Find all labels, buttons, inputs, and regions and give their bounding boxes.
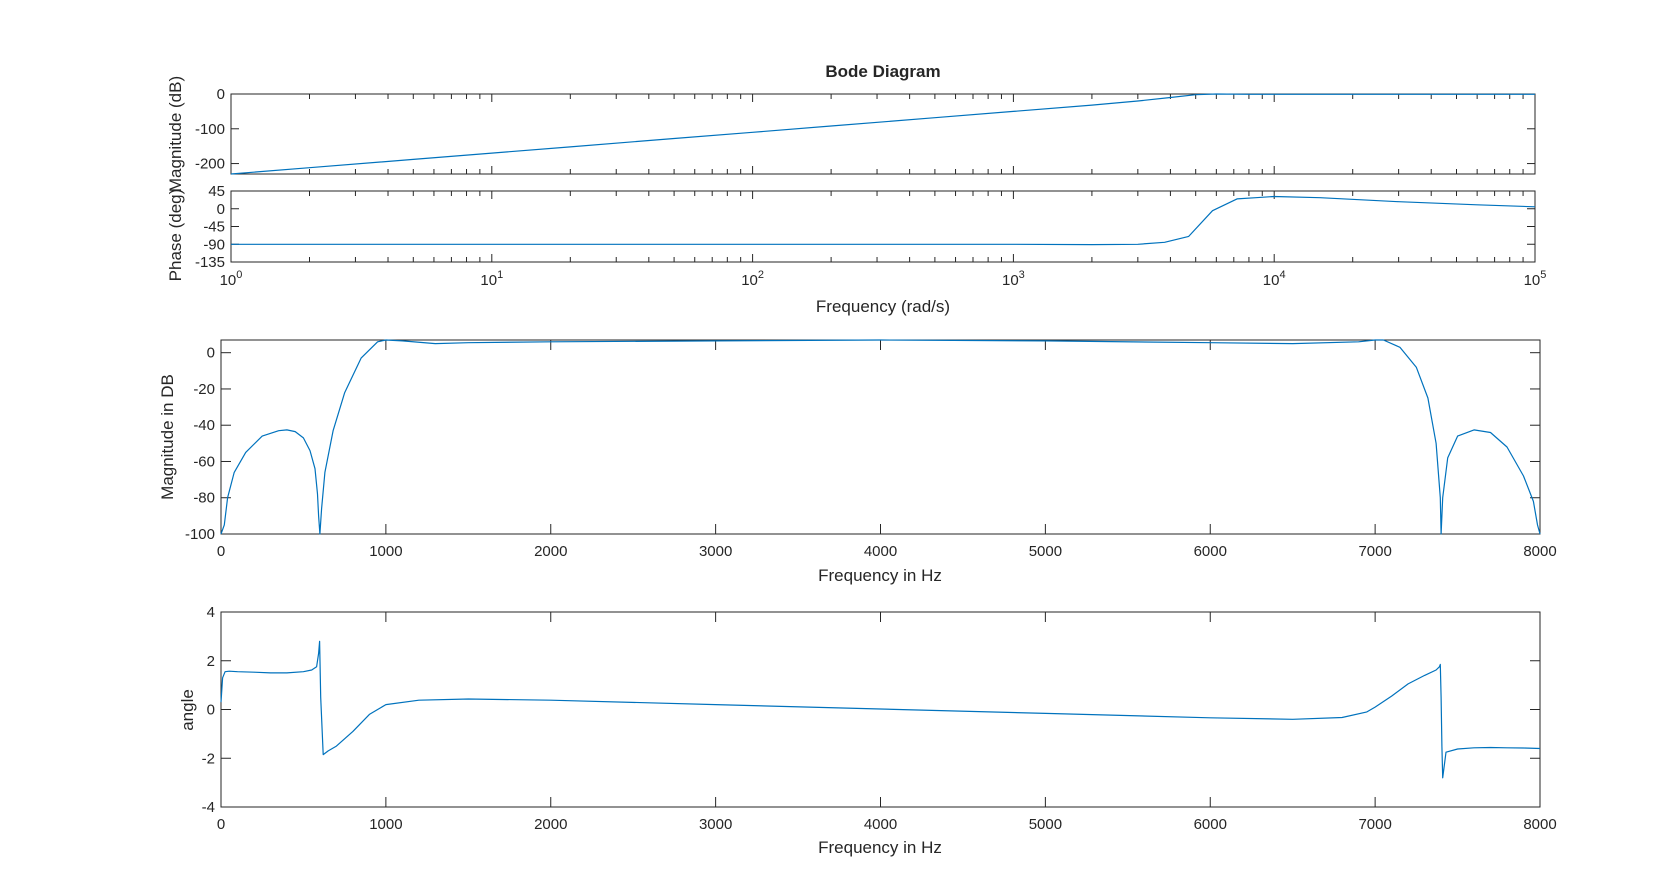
bode-xlabel: Frequency (rad/s) [816, 297, 950, 316]
x-tick-label: 103 [1002, 269, 1025, 289]
x-tick-label: 100 [220, 269, 243, 289]
magnitude-curve [220, 339, 1541, 535]
x-tick-label-base: 10 [480, 272, 497, 289]
magnitude-xlabel: Frequency in Hz [818, 566, 942, 585]
y-tick-label: 45 [208, 183, 225, 200]
angle-x-tick-labels: 0 1000 2000 3000 4000 5000 6000 7000 8000 [217, 816, 1557, 833]
x-tick-label: 7000 [1358, 543, 1391, 560]
x-tick-label: 7000 [1358, 816, 1391, 833]
magnitude-plot: 0 -20 -40 -60 -80 -100 0 1000 2000 3000 4000 5000 6… [158, 339, 1557, 585]
x-tick-label: 2000 [534, 543, 567, 560]
y-tick-label: 0 [217, 201, 225, 218]
x-tick-label: 8000 [1523, 543, 1556, 560]
x-tick-label-base: 10 [1002, 272, 1019, 289]
x-tick-label-exponent: 5 [1540, 269, 1546, 281]
x-tick-label: 3000 [699, 816, 732, 833]
x-tick-label: 0 [217, 816, 225, 833]
y-tick-label: -2 [202, 750, 215, 767]
magnitude-axes [220, 339, 1541, 535]
y-tick-label: -4 [202, 799, 215, 816]
x-tick-label: 101 [480, 269, 503, 289]
bode-phase-y-tick-labels: 450-45-90-135 [195, 183, 225, 271]
y-tick-label: 4 [207, 604, 215, 621]
y-tick-label: 0 [217, 86, 225, 103]
y-tick-label: -80 [193, 490, 215, 507]
angle-ylabel: angle [178, 689, 197, 731]
bode-magnitude-plot: 0 -100 -200 Bode Diagram Magnitude (dB) [166, 62, 1536, 192]
angle-ticks [220, 611, 1541, 808]
x-tick-label: 0 [217, 543, 225, 560]
magnitude-x-tick-labels: 0 1000 2000 3000 4000 5000 6000 7000 8000 [217, 543, 1557, 560]
bode-phase-ylabel: Phase (deg) [166, 189, 185, 282]
bode-phase-curve [231, 195, 1536, 246]
angle-plot: 4 2 0 -2 -4 0 1000 2000 3000 4000 5000 6000 7000 800… [178, 604, 1557, 857]
x-tick-label-exponent: 4 [1279, 269, 1285, 281]
y-tick-label: -20 [193, 381, 215, 398]
x-tick-label-base: 10 [220, 272, 237, 289]
x-tick-label: 3000 [699, 543, 732, 560]
x-tick-label-exponent: 3 [1019, 269, 1025, 281]
x-tick-label: 6000 [1194, 543, 1227, 560]
bode-magnitude-curve [230, 93, 1535, 175]
x-tick-label-exponent: 2 [758, 269, 764, 281]
x-tick-label: 8000 [1523, 816, 1556, 833]
bode-title: Bode Diagram [825, 62, 940, 81]
y-tick-label: -100 [185, 526, 215, 543]
y-tick-label: -40 [193, 417, 215, 434]
angle-y-tick-labels: 4 2 0 -2 -4 [202, 604, 215, 816]
x-tick-label-base: 10 [1263, 272, 1280, 289]
angle-curve [220, 640, 1541, 779]
bode-phase-ticks [230, 190, 1536, 263]
x-tick-label: 1000 [369, 543, 402, 560]
x-tick-label: 104 [1263, 269, 1286, 289]
y-tick-label: -200 [195, 156, 225, 173]
x-tick-label: 5000 [1029, 816, 1062, 833]
y-tick-label: -60 [193, 453, 215, 470]
x-tick-label: 4000 [864, 816, 897, 833]
magnitude-y-tick-labels: 0 -20 -40 -60 -80 -100 [185, 345, 215, 543]
x-tick-label-exponent: 1 [497, 269, 503, 281]
x-tick-label-base: 10 [1524, 272, 1541, 289]
x-tick-label: 5000 [1029, 543, 1062, 560]
y-tick-label: 0 [207, 345, 215, 362]
bode-magnitude-ylabel: Magnitude (dB) [166, 76, 185, 192]
magnitude-ylabel: Magnitude in DB [158, 374, 177, 500]
x-tick-label-base: 10 [741, 272, 758, 289]
x-tick-label: 2000 [534, 816, 567, 833]
magnitude-ticks [220, 340, 1541, 535]
bode-magnitude-axes [230, 93, 1536, 175]
bode-phase-axes [230, 190, 1536, 263]
bode-phase-plot: 450-45-90-135 100 101 102 103 104 105 Phase (… [166, 183, 1546, 316]
y-tick-label: -100 [195, 121, 225, 138]
y-tick-label: 0 [207, 702, 215, 719]
x-tick-label: 102 [741, 269, 764, 289]
x-tick-label: 6000 [1194, 816, 1227, 833]
y-tick-label: -45 [203, 219, 225, 236]
y-tick-label: 2 [207, 653, 215, 670]
x-tick-label: 4000 [864, 543, 897, 560]
y-tick-label: -135 [195, 254, 225, 271]
x-tick-label: 105 [1524, 269, 1547, 289]
angle-xlabel: Frequency in Hz [818, 838, 942, 857]
x-tick-label: 1000 [369, 816, 402, 833]
bode-phase-x-tick-labels: 100 101 102 103 104 105 [220, 269, 1547, 289]
x-tick-label-exponent: 0 [236, 269, 242, 281]
bode-magnitude-ticks [230, 93, 1536, 174]
bode-magnitude-y-tick-labels: 0 -100 -200 [195, 86, 225, 173]
y-tick-label: -90 [203, 236, 225, 253]
